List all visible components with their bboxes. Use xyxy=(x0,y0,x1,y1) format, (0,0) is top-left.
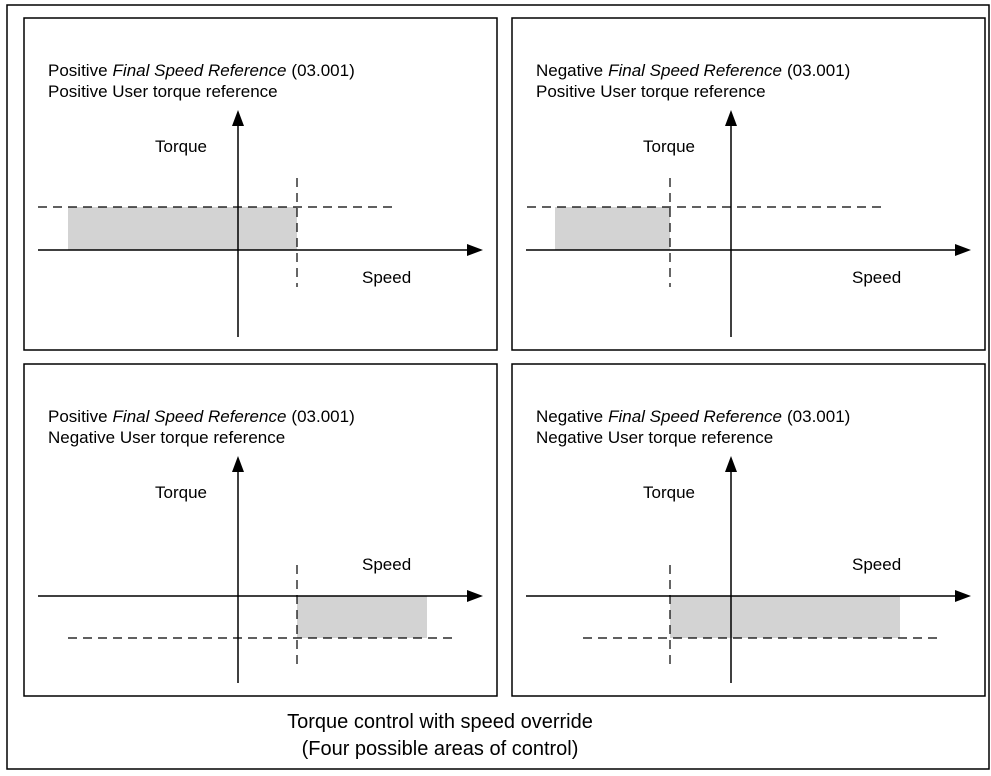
title-suffix: (03.001) xyxy=(787,407,850,426)
title-emphasis: Final Speed Reference xyxy=(113,61,287,80)
title-suffix: (03.001) xyxy=(291,407,354,426)
panel-title-line1: Negative Final Speed Reference (03.001) xyxy=(536,61,850,80)
panel: Positive Final Speed Reference (03.001)Pos… xyxy=(23,17,498,351)
panel-title-line2: Positive User torque reference xyxy=(48,82,278,101)
speed-arrow xyxy=(467,244,483,256)
panel-frame xyxy=(23,17,498,351)
torque-label: Torque xyxy=(643,483,695,502)
panel: Negative Final Speed Reference (03.001)Neg… xyxy=(511,363,986,697)
panel-frame xyxy=(23,363,498,697)
speed-arrow xyxy=(467,590,483,602)
title-prefix: Positive xyxy=(48,407,108,426)
control-area xyxy=(555,207,670,250)
torque-arrow xyxy=(725,456,737,472)
title-emphasis: Final Speed Reference xyxy=(608,61,782,80)
panel: Positive Final Speed Reference (03.001) Neg… xyxy=(23,363,498,697)
panel-title-line1: Negative Final Speed Reference (03.001) xyxy=(536,407,850,426)
panel-title-line1: Positive Final Speed Reference (03.001) xyxy=(48,61,355,80)
title-emphasis: Final Speed Reference xyxy=(608,407,782,426)
caption-line2: (Four possible areas of control) xyxy=(302,738,579,760)
panel-title-line2: Positive User torque reference xyxy=(536,82,766,101)
torque-label: Torque xyxy=(155,483,207,502)
speed-label: Speed xyxy=(362,268,411,287)
caption-line1: Torque control with speed override xyxy=(287,711,593,733)
panel: Negative Final Speed Reference (03.001) Pos… xyxy=(511,17,986,351)
control-area xyxy=(670,596,900,638)
torque-arrow xyxy=(725,110,737,126)
title-suffix: (03.001) xyxy=(291,61,354,80)
control-area xyxy=(297,596,427,638)
panel-title-line2: Negative User torque reference xyxy=(48,428,285,447)
panel-frame xyxy=(511,363,986,697)
speed-label: Speed xyxy=(852,268,901,287)
torque-arrow xyxy=(232,456,244,472)
title-prefix: Negative xyxy=(536,61,603,80)
panel-title-line2: Negative User torque reference xyxy=(536,428,773,447)
control-area xyxy=(68,207,297,250)
speed-label: Speed xyxy=(362,555,411,574)
speed-label: Speed xyxy=(852,555,901,574)
torque-arrow xyxy=(232,110,244,126)
speed-arrow xyxy=(955,590,971,602)
title-suffix: (03.001) xyxy=(787,61,850,80)
title-prefix: Positive xyxy=(48,61,108,80)
title-emphasis: Final Speed Reference xyxy=(113,407,287,426)
torque-label: Torque xyxy=(643,137,695,156)
torque-label: Torque xyxy=(155,137,207,156)
speed-arrow xyxy=(955,244,971,256)
panel-title-line1: Positive Final Speed Reference (03.001) xyxy=(48,407,355,426)
panel-frame xyxy=(511,17,986,351)
title-prefix: Negative xyxy=(536,407,603,426)
